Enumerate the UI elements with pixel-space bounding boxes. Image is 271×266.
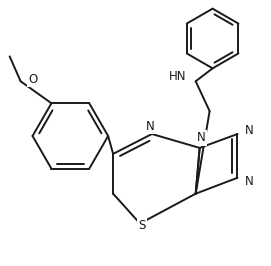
Text: N: N xyxy=(197,131,206,144)
Text: N: N xyxy=(245,175,254,188)
Text: N: N xyxy=(245,123,254,136)
Text: O: O xyxy=(28,73,37,86)
Text: S: S xyxy=(138,219,146,232)
Text: N: N xyxy=(146,119,154,132)
Text: HN: HN xyxy=(169,70,186,83)
